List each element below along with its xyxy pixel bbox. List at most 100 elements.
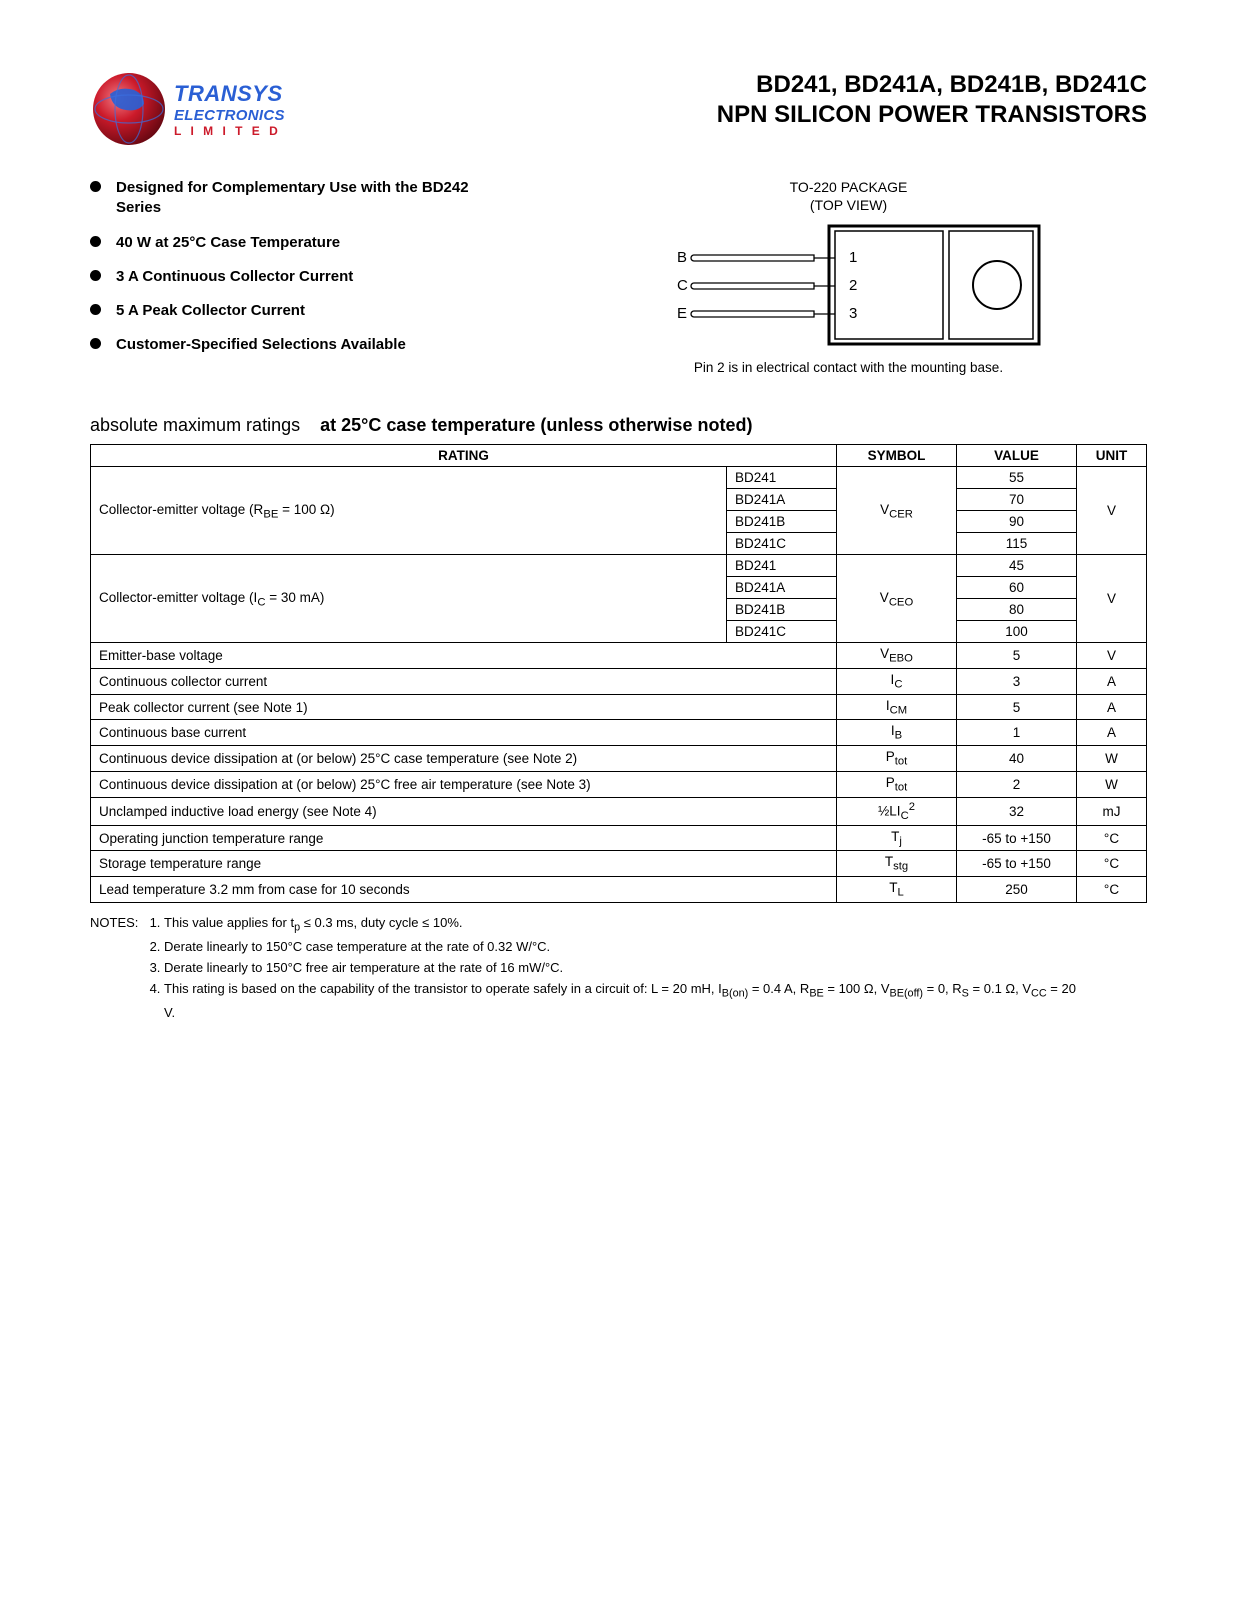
unit-cell: V (1077, 643, 1147, 669)
pin-2-label: 2 (849, 277, 857, 294)
unit-cell: A (1077, 720, 1147, 746)
table-row: Peak collector current (see Note 1)ICM5A (91, 694, 1147, 720)
ratings-heading: absolute maximum ratings at 25°C case te… (90, 415, 1147, 436)
rating-label: Continuous collector current (91, 669, 837, 695)
package-diagram: TO-220 PACKAGE (TOP VIEW) B C E 1 2 (550, 178, 1147, 375)
variant-cell: BD241C (727, 621, 837, 643)
value-cell: 32 (957, 797, 1077, 825)
symbol-cell: TL (837, 877, 957, 903)
unit-cell: °C (1077, 851, 1147, 877)
symbol-cell: ½LIC2 (837, 797, 957, 825)
symbol-cell: Ptot (837, 771, 957, 797)
variant-cell: BD241A (727, 577, 837, 599)
feature-item: 5 A Peak Collector Current (90, 301, 510, 321)
table-row: Continuous base currentIB1A (91, 720, 1147, 746)
notes-list: This value applies for tp ≤ 0.3 ms, duty… (142, 913, 1082, 1024)
variant-cell: BD241C (727, 533, 837, 555)
th-symbol: SYMBOL (837, 445, 957, 467)
feature-list: Designed for Complementary Use with the … (90, 178, 510, 370)
unit-cell: °C (1077, 825, 1147, 851)
table-row: Continuous collector currentIC3A (91, 669, 1147, 695)
rating-label: Storage temperature range (91, 851, 837, 877)
value-cell: 2 (957, 771, 1077, 797)
unit-cell: W (1077, 771, 1147, 797)
value-cell: 3 (957, 669, 1077, 695)
th-rating: RATING (91, 445, 837, 467)
rating-label: Unclamped inductive load energy (see Not… (91, 797, 837, 825)
variant-cell: BD241B (727, 599, 837, 621)
value-cell: 40 (957, 746, 1077, 772)
document-title: BD241, BD241A, BD241B, BD241C NPN SILICO… (717, 70, 1147, 130)
table-row: Lead temperature 3.2 mm from case for 10… (91, 877, 1147, 903)
table-header-row: RATING SYMBOL VALUE UNIT (91, 445, 1147, 467)
value-cell: 115 (957, 533, 1077, 555)
notes-label: NOTES: (90, 913, 138, 933)
logo-line2: ELECTRONICS (174, 107, 285, 124)
rating-label: Emitter-base voltage (91, 643, 837, 669)
symbol-cell: Tstg (837, 851, 957, 877)
value-cell: 80 (957, 599, 1077, 621)
symbol-cell: ICM (837, 694, 957, 720)
rating-label: Operating junction temperature range (91, 825, 837, 851)
th-unit: UNIT (1077, 445, 1147, 467)
package-caption-line2: (TOP VIEW) (810, 197, 887, 213)
value-cell: 250 (957, 877, 1077, 903)
globe-icon (90, 70, 168, 148)
note-item: Derate linearly to 150°C case temperatur… (164, 937, 1082, 957)
unit-cell: °C (1077, 877, 1147, 903)
value-cell: 5 (957, 643, 1077, 669)
feature-item: Designed for Complementary Use with the … (90, 178, 510, 219)
value-cell: 5 (957, 694, 1077, 720)
package-caption: TO-220 PACKAGE (TOP VIEW) (550, 178, 1147, 214)
value-cell: 90 (957, 511, 1077, 533)
pin-e-label: E (677, 305, 687, 322)
unit-cell: W (1077, 746, 1147, 772)
symbol-cell: IC (837, 669, 957, 695)
ratings-table: RATING SYMBOL VALUE UNIT Collector-emitt… (90, 444, 1147, 902)
header: TRANSYS ELECTRONICS L I M I T E D BD241,… (90, 70, 1147, 148)
table-row: Operating junction temperature rangeTj-6… (91, 825, 1147, 851)
value-cell: 55 (957, 467, 1077, 489)
variant-cell: BD241A (727, 489, 837, 511)
table-row: Continuous device dissipation at (or bel… (91, 746, 1147, 772)
overview-row: Designed for Complementary Use with the … (90, 178, 1147, 375)
table-row: Collector-emitter voltage (IC = 30 mA)BD… (91, 555, 1147, 577)
title-line2: NPN SILICON POWER TRANSISTORS (717, 100, 1147, 130)
ratings-heading-light: absolute maximum ratings (90, 415, 300, 435)
rating-label: Peak collector current (see Note 1) (91, 694, 837, 720)
table-row: Emitter-base voltageVEBO5V (91, 643, 1147, 669)
pin-1-label: 1 (849, 249, 857, 266)
rating-label: Continuous device dissipation at (or bel… (91, 771, 837, 797)
logo-line3: L I M I T E D (174, 124, 285, 138)
pin-3-label: 3 (849, 305, 857, 322)
rating-label: Lead temperature 3.2 mm from case for 10… (91, 877, 837, 903)
notes-block: NOTES: This value applies for tp ≤ 0.3 m… (90, 913, 1147, 1024)
symbol-cell: IB (837, 720, 957, 746)
value-cell: -65 to +150 (957, 825, 1077, 851)
package-note: Pin 2 is in electrical contact with the … (550, 360, 1147, 375)
value-cell: 1 (957, 720, 1077, 746)
value-cell: -65 to +150 (957, 851, 1077, 877)
value-cell: 100 (957, 621, 1077, 643)
symbol-cell: Tj (837, 825, 957, 851)
value-cell: 70 (957, 489, 1077, 511)
unit-cell: A (1077, 669, 1147, 695)
logo-line1: TRANSYS (174, 81, 285, 107)
feature-item: 3 A Continuous Collector Current (90, 267, 510, 287)
table-row: Unclamped inductive load energy (see Not… (91, 797, 1147, 825)
symbol-cell: VCER (837, 467, 957, 555)
note-item: This rating is based on the capability o… (164, 979, 1082, 1023)
variant-cell: BD241 (727, 555, 837, 577)
note-item: This value applies for tp ≤ 0.3 ms, duty… (164, 913, 1082, 936)
rating-label: Continuous base current (91, 720, 837, 746)
feature-item: 40 W at 25°C Case Temperature (90, 233, 510, 253)
symbol-cell: Ptot (837, 746, 957, 772)
logo: TRANSYS ELECTRONICS L I M I T E D (90, 70, 285, 148)
note-item: Derate linearly to 150°C free air temper… (164, 958, 1082, 978)
pin-b-label: B (677, 249, 687, 266)
ratings-heading-bold: at 25°C case temperature (unless otherwi… (320, 415, 752, 435)
table-row: Continuous device dissipation at (or bel… (91, 771, 1147, 797)
rating-label: Collector-emitter voltage (RBE = 100 Ω) (91, 467, 727, 555)
logo-text: TRANSYS ELECTRONICS L I M I T E D (174, 81, 285, 138)
table-row: Collector-emitter voltage (RBE = 100 Ω)B… (91, 467, 1147, 489)
